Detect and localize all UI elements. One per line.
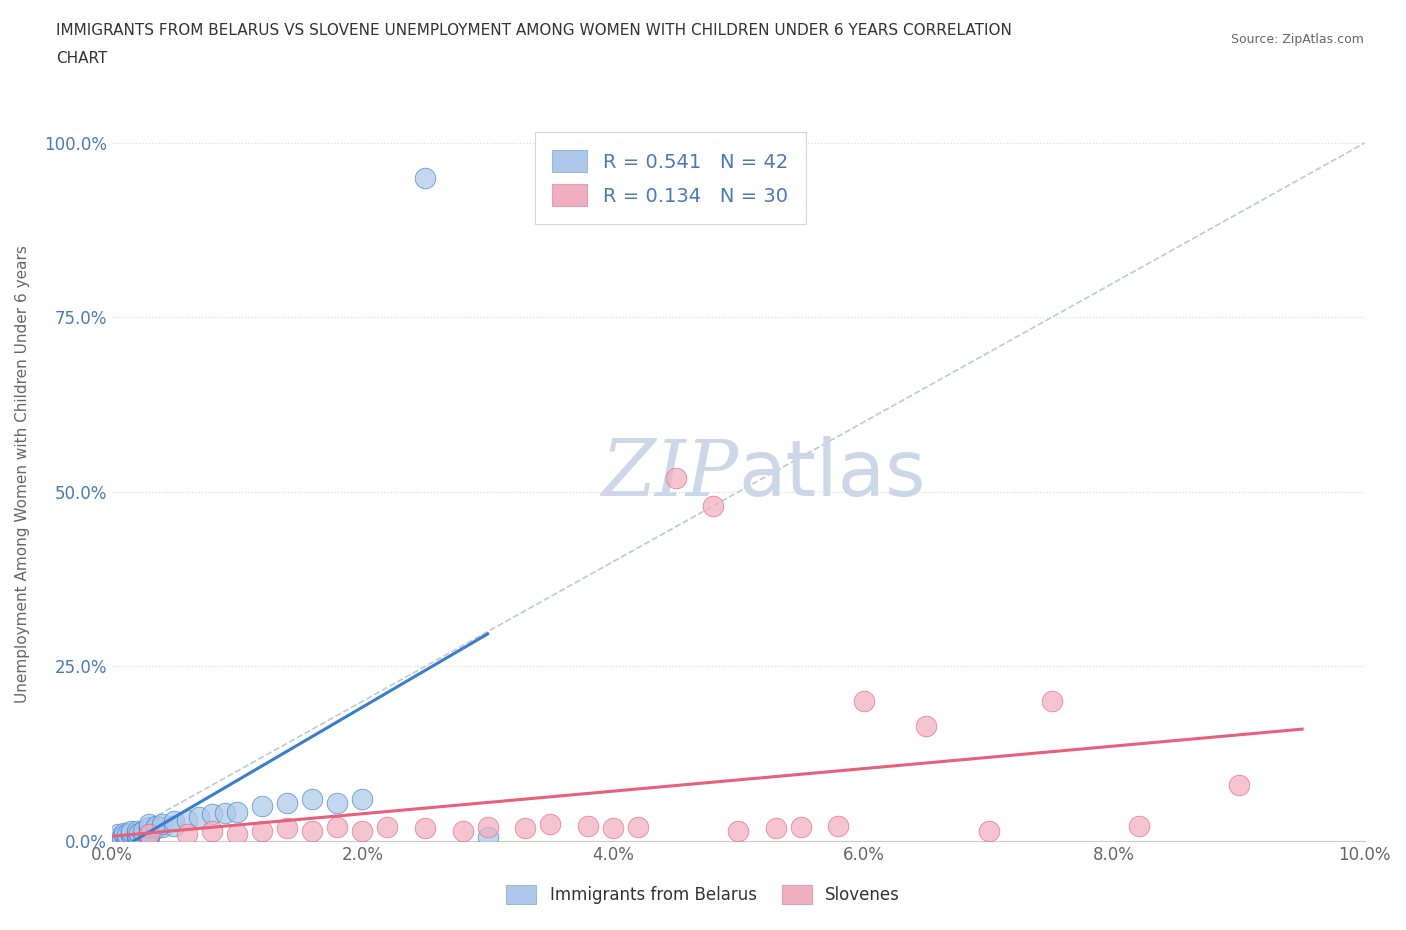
Point <box>115 830 138 845</box>
Point <box>120 828 142 843</box>
Point <box>163 814 186 829</box>
Point <box>163 818 186 833</box>
Point <box>827 818 849 833</box>
Point <box>250 799 273 814</box>
Point <box>515 821 537 836</box>
Text: atlas: atlas <box>738 436 925 512</box>
Point <box>125 828 148 843</box>
Point <box>125 823 148 838</box>
Text: ZIP: ZIP <box>602 436 738 512</box>
Point <box>138 819 160 834</box>
Point <box>150 817 173 831</box>
Point <box>132 823 155 838</box>
Text: IMMIGRANTS FROM BELARUS VS SLOVENE UNEMPLOYMENT AMONG WOMEN WITH CHILDREN UNDER : IMMIGRANTS FROM BELARUS VS SLOVENE UNEMP… <box>56 23 1012 38</box>
Point <box>665 471 688 485</box>
Point <box>188 809 211 824</box>
Point <box>352 823 374 838</box>
Point <box>138 823 160 838</box>
Point <box>790 819 813 834</box>
Point <box>627 819 650 834</box>
Point <box>111 830 134 845</box>
Point <box>602 821 624 836</box>
Point <box>150 819 173 834</box>
Text: CHART: CHART <box>56 51 108 66</box>
Point <box>125 827 148 842</box>
Point <box>138 817 160 831</box>
Point <box>915 718 938 733</box>
Point <box>352 791 374 806</box>
Point <box>132 828 155 843</box>
Point <box>852 694 875 709</box>
Point <box>1128 818 1150 833</box>
Point <box>765 821 787 836</box>
Point <box>112 825 135 840</box>
Point <box>107 827 129 842</box>
Point <box>128 825 150 840</box>
Point <box>226 827 249 842</box>
Legend: R = 0.541   N = 42, R = 0.134   N = 30: R = 0.541 N = 42, R = 0.134 N = 30 <box>534 132 806 224</box>
Point <box>125 830 148 845</box>
Point <box>477 830 499 845</box>
Y-axis label: Unemployment Among Women with Children Under 6 years: Unemployment Among Women with Children U… <box>15 246 30 703</box>
Point <box>226 804 249 819</box>
Point <box>176 813 198 828</box>
Point <box>120 823 142 838</box>
Point <box>326 795 349 810</box>
Legend: Immigrants from Belarus, Slovenes: Immigrants from Belarus, Slovenes <box>498 876 908 912</box>
Point <box>413 821 436 836</box>
Point <box>112 828 135 843</box>
Point <box>138 821 160 836</box>
Point <box>115 827 138 842</box>
Point <box>138 827 160 842</box>
Point <box>214 805 236 820</box>
Point <box>145 821 167 836</box>
Point <box>326 819 349 834</box>
Point <box>138 827 160 842</box>
Point <box>977 823 1000 838</box>
Point <box>377 819 399 834</box>
Point <box>702 498 724 513</box>
Point <box>176 827 198 842</box>
Point <box>120 825 142 840</box>
Point <box>250 823 273 838</box>
Point <box>138 830 160 845</box>
Point <box>1040 694 1063 709</box>
Point <box>477 819 499 834</box>
Point <box>727 823 749 838</box>
Point <box>201 807 224 822</box>
Point <box>413 170 436 185</box>
Point <box>451 823 474 838</box>
Point <box>201 823 224 838</box>
Point <box>145 818 167 833</box>
Point <box>276 821 298 836</box>
Point <box>1229 777 1251 792</box>
Point <box>538 817 561 831</box>
Point <box>301 791 323 806</box>
Point <box>138 828 160 843</box>
Point <box>301 823 323 838</box>
Point <box>576 818 599 833</box>
Text: Source: ZipAtlas.com: Source: ZipAtlas.com <box>1230 33 1364 46</box>
Point <box>276 795 298 810</box>
Point <box>107 830 129 845</box>
